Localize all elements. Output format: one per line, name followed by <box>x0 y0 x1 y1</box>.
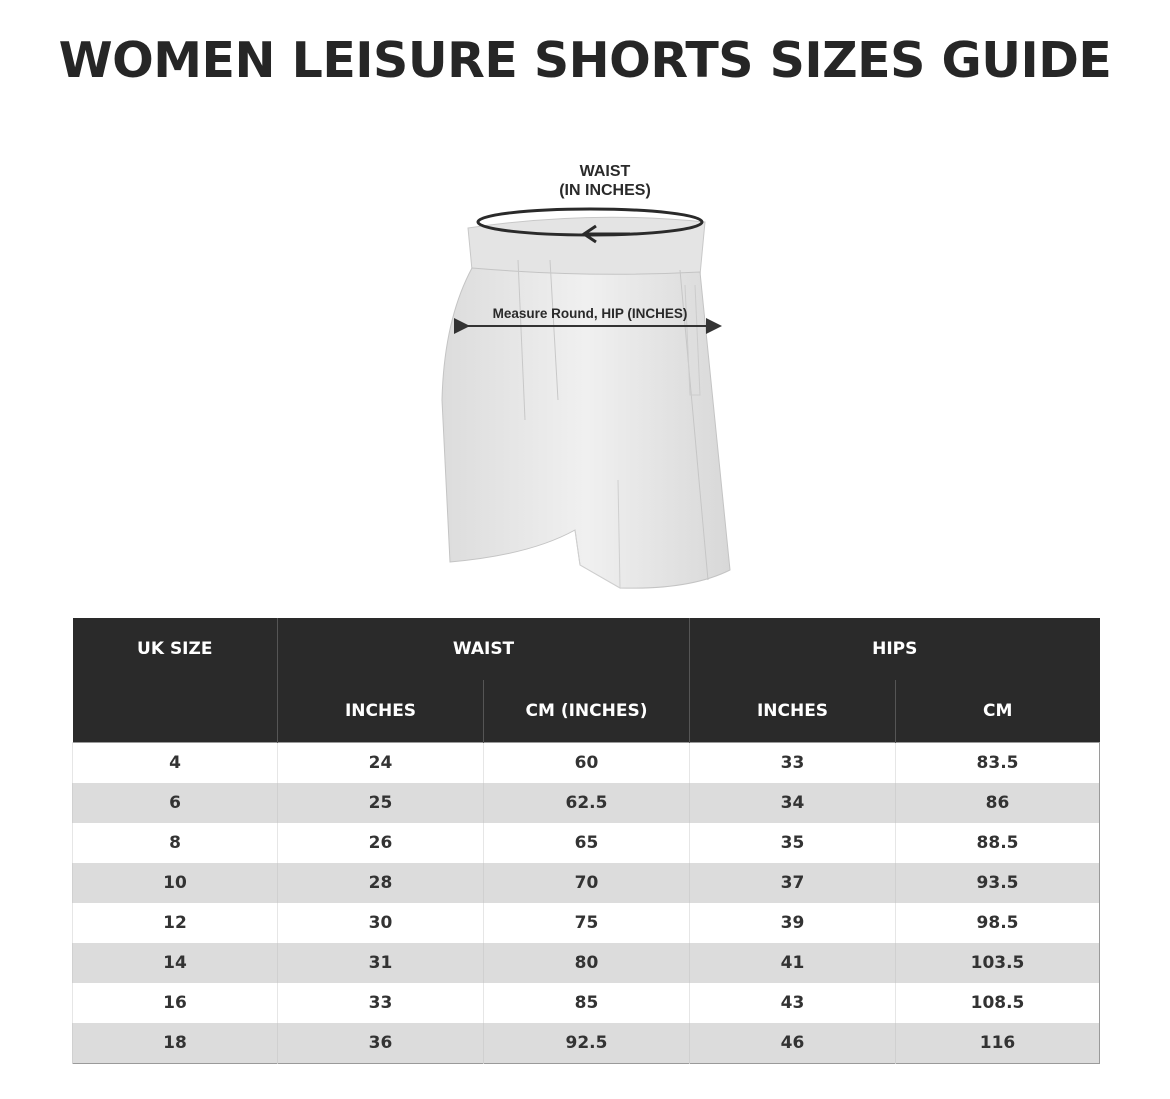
cell-hips-cm: 86 <box>894 783 1100 823</box>
subheader-hips-inches: INCHES <box>689 680 896 743</box>
cell-waist-cm: 75 <box>483 903 690 943</box>
table-row: 4 24 60 33 83.5 <box>72 742 1100 783</box>
waist-label-line2: (IN INCHES) <box>559 182 651 199</box>
cell-hips-cm: 116 <box>894 1023 1100 1064</box>
waist-label: WAIST (IN INCHES) <box>530 162 680 200</box>
cell-waist-inches: 33 <box>277 983 484 1023</box>
sub-header-row: INCHES CM (INCHES) INCHES CM <box>72 680 1100 743</box>
cell-waist-cm: 65 <box>483 823 690 863</box>
cell-waist-cm: 70 <box>483 863 690 903</box>
cell-uk-size: 4 <box>72 742 278 783</box>
cell-uk-size: 6 <box>72 783 278 823</box>
cell-waist-inches: 30 <box>277 903 484 943</box>
cell-hips-inches: 41 <box>689 943 896 983</box>
cell-hips-cm: 88.5 <box>894 823 1100 863</box>
cell-uk-size: 16 <box>72 983 278 1023</box>
header-waist: WAIST <box>277 618 690 680</box>
cell-uk-size: 14 <box>72 943 278 983</box>
table-row: 16 33 85 43 108.5 <box>72 983 1100 1023</box>
cell-waist-inches: 26 <box>277 823 484 863</box>
cell-uk-size: 12 <box>72 903 278 943</box>
cell-uk-size: 10 <box>72 863 278 903</box>
cell-hips-cm: 98.5 <box>894 903 1100 943</box>
page-title: WOMEN LEISURE SHORTS SIZES GUIDE <box>58 32 1112 89</box>
cell-uk-size: 18 <box>72 1023 278 1064</box>
cell-hips-inches: 37 <box>689 863 896 903</box>
cell-waist-cm: 62.5 <box>483 783 690 823</box>
table-row: 18 36 92.5 46 116 <box>72 1023 1100 1064</box>
shorts-image <box>441 207 731 589</box>
shorts-illustration: WAIST (IN INCHES) Measure Round, HIP (IN… <box>430 150 750 600</box>
cell-waist-inches: 31 <box>277 943 484 983</box>
header-uk-size: UK SIZE <box>72 618 278 680</box>
cell-waist-inches: 24 <box>277 742 484 783</box>
size-table: UK SIZE WAIST HIPS INCHES CM (INCHES) IN… <box>72 618 1100 1064</box>
cell-hips-cm: 108.5 <box>894 983 1100 1023</box>
cell-hips-inches: 34 <box>689 783 896 823</box>
cell-uk-size: 8 <box>72 823 278 863</box>
cell-waist-cm: 85 <box>483 983 690 1023</box>
cell-hips-inches: 43 <box>689 983 896 1023</box>
cell-hips-inches: 46 <box>689 1023 896 1064</box>
cell-hips-cm: 103.5 <box>894 943 1100 983</box>
cell-hips-inches: 33 <box>689 742 896 783</box>
cell-hips-cm: 93.5 <box>894 863 1100 903</box>
cell-waist-inches: 25 <box>277 783 484 823</box>
table-row: 6 25 62.5 34 86 <box>72 783 1100 823</box>
cell-waist-inches: 36 <box>277 1023 484 1064</box>
cell-waist-inches: 28 <box>277 863 484 903</box>
subheader-waist-cm: CM (INCHES) <box>483 680 690 743</box>
cell-hips-cm: 83.5 <box>894 742 1100 783</box>
group-header-row: UK SIZE WAIST HIPS <box>72 618 1100 680</box>
table-row: 12 30 75 39 98.5 <box>72 903 1100 943</box>
table-row: 14 31 80 41 103.5 <box>72 943 1100 983</box>
size-table-body: 4 24 60 33 83.5 6 25 62.5 34 86 8 26 65 35 88.5 10 28 70 3… <box>72 742 1100 1064</box>
subheader-waist-inches: INCHES <box>277 680 484 743</box>
subheader-hips-cm: CM <box>894 680 1100 743</box>
cell-waist-cm: 80 <box>483 943 690 983</box>
waist-label-line1: WAIST <box>579 163 631 180</box>
table-row: 10 28 70 37 93.5 <box>72 863 1100 903</box>
header-hips: HIPS <box>688 618 1100 680</box>
cell-waist-cm: 60 <box>483 742 690 783</box>
cell-hips-inches: 39 <box>689 903 896 943</box>
subheader-blank <box>72 680 278 743</box>
cell-waist-cm: 92.5 <box>483 1023 690 1064</box>
cell-hips-inches: 35 <box>689 823 896 863</box>
table-row: 8 26 65 35 88.5 <box>72 823 1100 863</box>
hip-label: Measure Round, HIP (INCHES) <box>492 306 688 321</box>
